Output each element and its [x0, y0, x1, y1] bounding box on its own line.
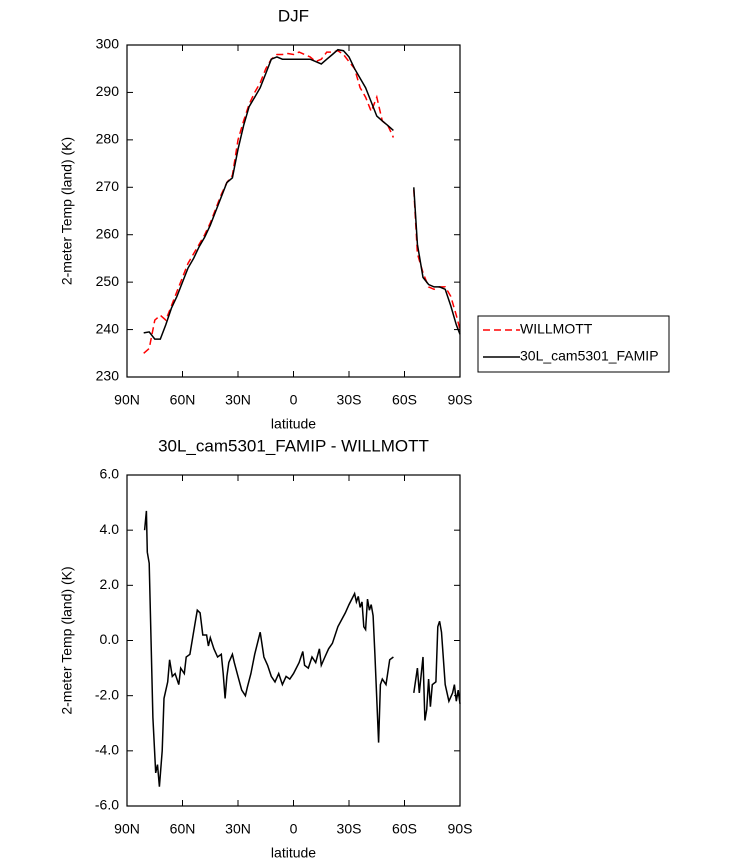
x-tick-label: 60S: [392, 392, 417, 408]
y-tick-label: 240: [96, 320, 120, 336]
x-tick-label: 30S: [337, 821, 362, 837]
x-tick-label: 30N: [225, 392, 251, 408]
y-tick-label: 250: [96, 273, 120, 289]
x-tick-label: 0: [290, 392, 298, 408]
x-tick-label: 60N: [170, 821, 196, 837]
x-tick-label: 90S: [448, 821, 473, 837]
y-tick-label: -2.0: [95, 686, 119, 702]
data-line: [143, 49, 461, 354]
y-tick-label: 6.0: [100, 466, 120, 482]
y-tick-label: 4.0: [100, 521, 120, 537]
plot-frame: [126, 44, 461, 378]
plot-frame: [126, 474, 461, 807]
x-axis-label: latitude: [271, 416, 316, 432]
data-line: [143, 48, 461, 340]
y-tick-label: -6.0: [95, 797, 119, 813]
y-axis-label: 2-meter Temp (land) (K): [59, 137, 75, 285]
x-tick-label: 90N: [114, 392, 140, 408]
y-tick-label: 260: [96, 225, 120, 241]
chart-title: 30L_cam5301_FAMIP - WILLMOTT: [158, 436, 429, 455]
x-tick-label: 90N: [114, 821, 140, 837]
y-tick-label: 230: [96, 368, 120, 384]
x-tick-label: 90S: [448, 392, 473, 408]
chart-title: DJF: [278, 6, 309, 25]
y-tick-label: 0.0: [100, 631, 120, 647]
data-line: [143, 510, 461, 787]
x-tick-label: 0: [290, 821, 298, 837]
y-tick-label: 280: [96, 131, 120, 147]
x-tick-label: 60N: [170, 392, 196, 408]
y-tick-label: 2.0: [100, 576, 120, 592]
legend-label: 30L_cam5301_FAMIP: [520, 348, 659, 364]
y-tick-label: 270: [96, 178, 120, 194]
x-tick-label: 30N: [225, 821, 251, 837]
x-tick-label: 60S: [392, 821, 417, 837]
x-tick-label: 30S: [337, 392, 362, 408]
y-tick-label: 290: [96, 83, 120, 99]
legend-box: [477, 315, 670, 373]
y-tick-label: -4.0: [95, 742, 119, 758]
y-axis-label: 2-meter Temp (land) (K): [59, 566, 75, 714]
y-tick-label: 300: [96, 36, 120, 52]
x-axis-label: latitude: [271, 845, 316, 861]
legend-label: WILLMOTT: [520, 321, 593, 337]
